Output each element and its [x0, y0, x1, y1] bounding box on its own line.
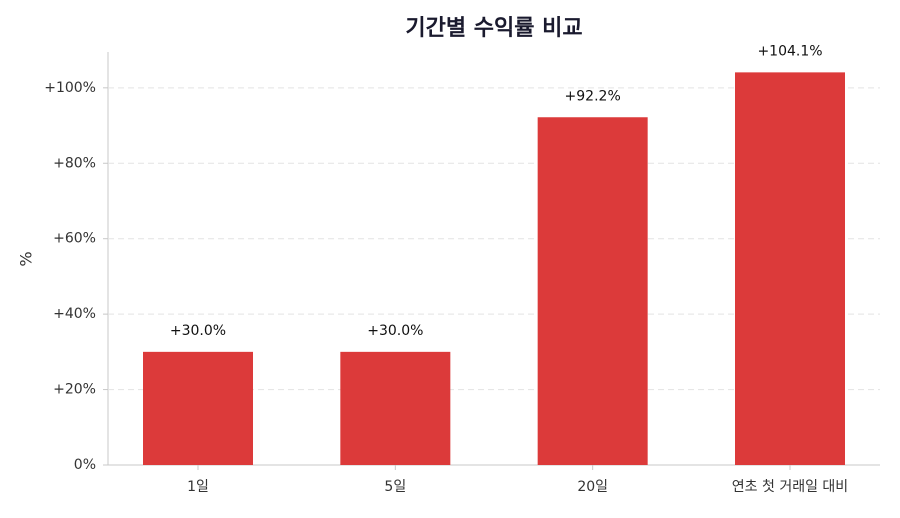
x-tick-label: 5일	[384, 479, 406, 495]
bar	[143, 351, 253, 465]
bar	[537, 117, 648, 465]
data-label: +104.1%	[757, 43, 822, 59]
y-tick-label: +20%	[53, 382, 96, 398]
chart-title: 기간별 수익률 비교	[405, 16, 582, 41]
data-label: +30.0%	[170, 323, 226, 339]
bar	[735, 72, 845, 465]
data-label: +30.0%	[367, 323, 423, 339]
y-axis-label: %	[17, 251, 36, 266]
x-tick-label: 연초 첫 거래일 대비	[732, 479, 848, 495]
y-tick-label: +40%	[53, 306, 96, 322]
data-label: +92.2%	[565, 88, 621, 104]
x-tick-label: 1일	[187, 479, 209, 495]
x-tick-label: 20일	[577, 479, 608, 495]
bar	[340, 351, 451, 465]
y-tick-label: +100%	[44, 80, 96, 96]
y-tick-label: +80%	[53, 155, 96, 171]
y-tick-label: 0%	[74, 457, 96, 473]
y-tick-label: +60%	[53, 231, 96, 247]
